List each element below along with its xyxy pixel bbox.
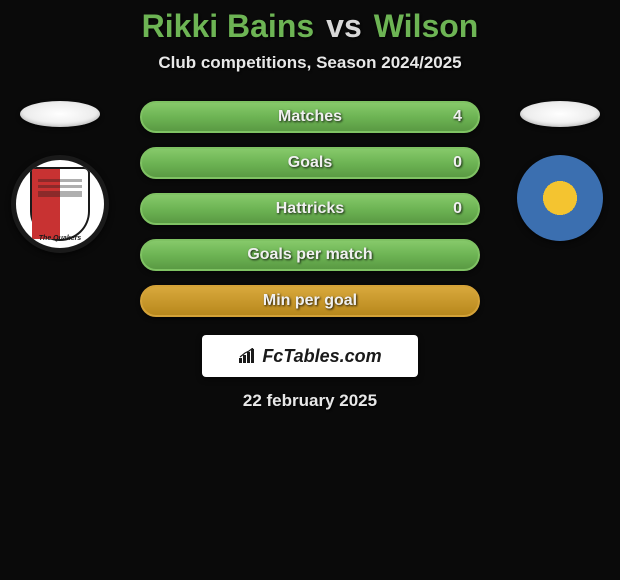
bird-icon (543, 184, 577, 213)
brand-text: FcTables.com (262, 346, 381, 367)
subtitle: Club competitions, Season 2024/2025 (158, 53, 461, 73)
stat-label: Matches (278, 108, 342, 126)
stat-value: 4 (453, 108, 462, 126)
left-column: The Quakers (10, 101, 110, 253)
stat-bar: Min per goal (140, 285, 480, 317)
stat-bar: Matches 4 (140, 101, 480, 133)
left-badge-motto: The Quakers (16, 235, 104, 242)
left-club-badge: The Quakers (11, 155, 109, 253)
stat-value: 0 (453, 154, 462, 172)
comparison-card: Rikki Bains vs Wilson Club competitions,… (0, 0, 620, 411)
stat-label: Hattricks (276, 200, 344, 218)
brand-box[interactable]: FcTables.com (202, 335, 418, 377)
footer-date: 22 february 2025 (243, 391, 377, 411)
shield-icon (30, 167, 90, 241)
stat-label: Goals per match (247, 246, 372, 264)
title-row: Rikki Bains vs Wilson (142, 8, 479, 45)
right-column (510, 101, 610, 241)
chart-icon (238, 348, 258, 364)
player1-name: Rikki Bains (142, 8, 315, 45)
right-club-badge (517, 155, 603, 241)
stat-bar: Goals per match (140, 239, 480, 271)
stat-bar: Hattricks 0 (140, 193, 480, 225)
main-row: The Quakers Matches4Goals0Hattricks0Goal… (0, 101, 620, 317)
stat-label: Goals (288, 154, 332, 172)
title-vs: vs (326, 8, 362, 45)
stat-bar: Goals 0 (140, 147, 480, 179)
player2-name: Wilson (374, 8, 479, 45)
stat-value: 0 (453, 200, 462, 218)
right-flag-ellipse (520, 101, 600, 127)
stats-column: Matches 4 Goals 0 Hattricks 0 Goals per match M… (120, 101, 500, 317)
left-flag-ellipse (20, 101, 100, 127)
stat-label: Min per goal (263, 292, 357, 310)
